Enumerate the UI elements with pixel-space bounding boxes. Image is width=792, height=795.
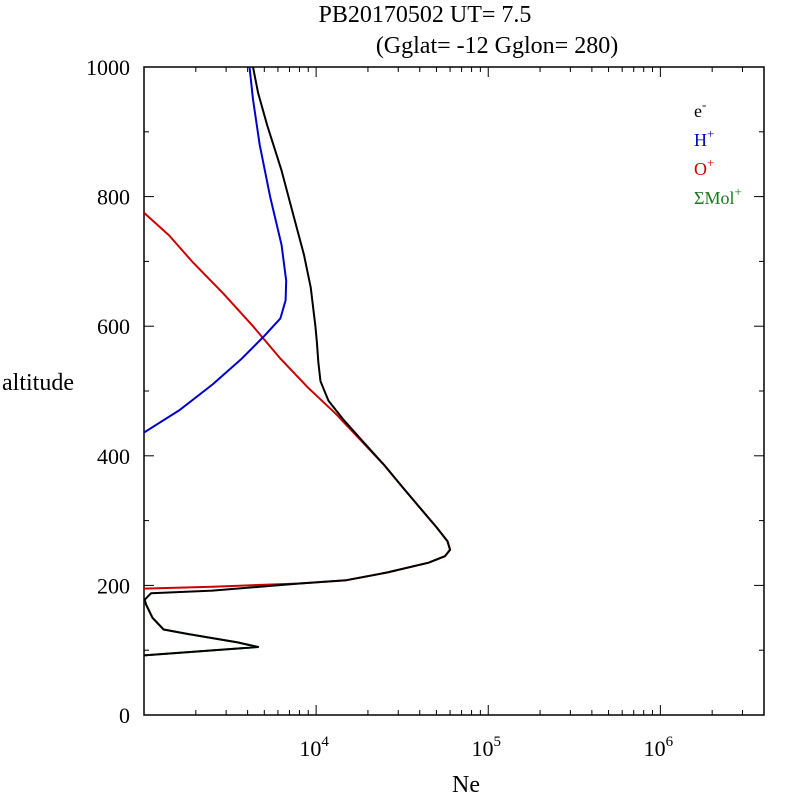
- chart-title: PB20170502 UT= 7.5: [319, 2, 532, 28]
- x-tick-label: 106: [644, 734, 674, 761]
- plot-frame: [143, 66, 765, 716]
- legend-entry-superscript: +: [707, 155, 714, 170]
- x-tick-label: 105: [471, 734, 501, 761]
- y-tick-label: 0: [119, 703, 130, 728]
- legend-entry-superscript: +: [734, 184, 741, 199]
- legend-entry-superscript: +: [707, 126, 714, 141]
- legend-entry: e-: [694, 97, 706, 121]
- x-tick-label-base: 10: [299, 736, 321, 761]
- x-tick-label-exponent: 4: [321, 734, 329, 750]
- legend-entry: ΣMol+: [694, 184, 742, 208]
- y-tick-labels: 0 200 400 600 800 1000: [86, 55, 130, 728]
- x-tick-label-base: 10: [644, 736, 666, 761]
- y-axis-label: altitude: [2, 370, 74, 396]
- legend: e-H+O+ΣMol+: [694, 97, 742, 208]
- legend-entry-name: ΣMol: [694, 188, 734, 208]
- legend-entry-name: e: [694, 101, 702, 121]
- x-tick-label-exponent: 6: [666, 734, 674, 750]
- series-line-O: [144, 212, 452, 590]
- legend-entry: O+: [694, 155, 714, 179]
- axis-ticks: [143, 66, 765, 716]
- legend-entry-superscript: -: [702, 97, 706, 112]
- series-line-H: [144, 67, 288, 434]
- x-tick-label: 104: [299, 734, 329, 761]
- legend-entry-name: O: [694, 159, 707, 179]
- y-tick-label: 1000: [86, 55, 130, 80]
- x-tick-labels: 104 105 106: [299, 734, 673, 761]
- series-line-e: [144, 67, 452, 657]
- x-tick-label-base: 10: [471, 736, 493, 761]
- y-tick-label: 800: [97, 185, 130, 210]
- legend-entry-name: H: [694, 130, 707, 150]
- series-layer: [144, 67, 452, 657]
- y-tick-label: 200: [97, 573, 130, 598]
- legend-entry: H+: [694, 126, 714, 150]
- x-axis-label: Ne: [452, 772, 480, 795]
- chart-subtitle: (Gglat= -12 Gglon= 280): [376, 33, 618, 59]
- x-tick-label-exponent: 5: [493, 734, 501, 750]
- y-tick-label: 400: [97, 444, 130, 469]
- y-tick-label: 600: [97, 314, 130, 339]
